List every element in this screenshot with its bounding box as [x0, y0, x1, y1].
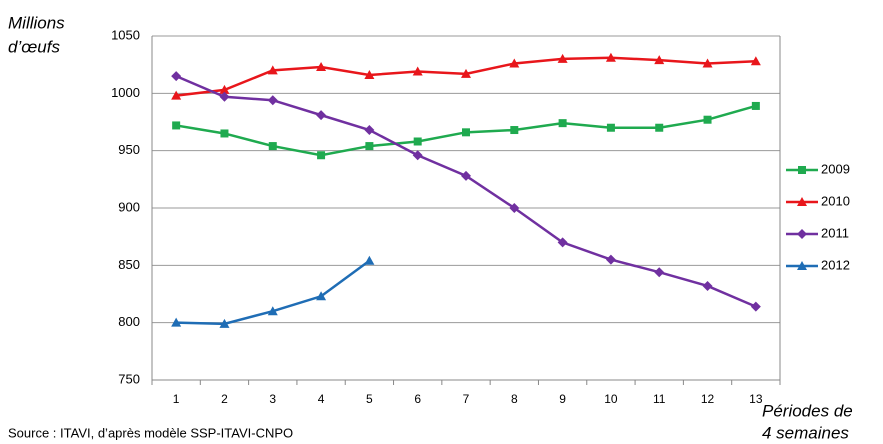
x-tick-label: 7	[463, 392, 470, 406]
marker	[171, 71, 182, 82]
marker	[219, 318, 230, 328]
marker	[557, 53, 568, 63]
marker	[268, 142, 277, 151]
marker	[509, 58, 520, 68]
y-tick-label: 850	[118, 257, 140, 272]
marker	[606, 123, 615, 132]
marker	[798, 166, 806, 174]
legend-label: 2010	[821, 193, 850, 208]
marker	[509, 203, 520, 213]
y-axis-title: d’œufs	[8, 37, 60, 56]
x-tick-label: 8	[511, 392, 518, 406]
x-axis-title: 4 semaines	[762, 423, 849, 442]
x-tick-label: 10	[604, 392, 618, 406]
marker	[364, 69, 375, 79]
x-axis-title: Périodes de	[762, 401, 853, 420]
marker	[461, 170, 471, 181]
y-tick-label: 1000	[111, 85, 140, 100]
marker	[654, 55, 665, 65]
marker	[365, 142, 374, 151]
marker	[750, 301, 761, 312]
marker	[510, 126, 519, 135]
marker	[797, 197, 807, 206]
marker	[797, 261, 807, 270]
marker	[558, 119, 567, 128]
x-tick-label: 5	[366, 392, 373, 406]
x-tick-label: 2	[221, 392, 228, 406]
marker	[605, 52, 616, 62]
marker	[267, 95, 278, 106]
marker	[605, 254, 616, 265]
legend-label: 2011	[821, 225, 849, 240]
marker	[316, 110, 327, 121]
y-axis-title: Millions	[8, 13, 65, 32]
marker	[172, 121, 181, 130]
x-tick-label: 1	[173, 392, 180, 406]
x-tick-label: 9	[559, 392, 566, 406]
x-tick-label: 12	[701, 392, 715, 406]
marker	[171, 317, 182, 327]
series-line	[175, 74, 757, 308]
marker	[171, 90, 182, 100]
marker	[412, 150, 423, 161]
marker	[655, 123, 664, 132]
y-tick-label: 950	[118, 142, 140, 157]
legend-label: 2012	[821, 257, 850, 272]
x-tick-label: 4	[318, 392, 325, 406]
marker	[702, 280, 713, 291]
marker	[557, 237, 568, 248]
y-tick-label: 1050	[111, 27, 140, 42]
marker	[219, 84, 230, 94]
y-tick-label: 800	[118, 314, 140, 329]
marker	[797, 229, 807, 239]
x-tick-label: 11	[653, 392, 666, 406]
marker	[316, 61, 327, 71]
marker	[267, 306, 278, 316]
marker	[654, 267, 665, 278]
y-tick-label: 750	[118, 371, 140, 386]
y-tick-label: 900	[118, 199, 140, 214]
marker	[413, 137, 422, 146]
marker	[462, 128, 470, 137]
marker	[750, 56, 761, 66]
marker	[317, 151, 326, 160]
marker	[220, 129, 229, 138]
x-tick-label: 6	[414, 392, 421, 406]
marker	[316, 291, 327, 301]
x-tick-label: 3	[269, 392, 276, 406]
source-note: Source : ITAVI, d’après modèle SSP-ITAVI…	[8, 425, 293, 440]
legend-label: 2009	[821, 161, 850, 176]
x-tick-label: 13	[749, 392, 763, 406]
marker	[364, 255, 375, 265]
marker	[219, 91, 230, 102]
marker	[702, 58, 713, 68]
marker	[412, 66, 423, 76]
marker	[267, 65, 278, 75]
marker	[751, 101, 760, 110]
marker	[364, 125, 375, 136]
marker	[461, 68, 471, 78]
marker	[703, 115, 712, 124]
